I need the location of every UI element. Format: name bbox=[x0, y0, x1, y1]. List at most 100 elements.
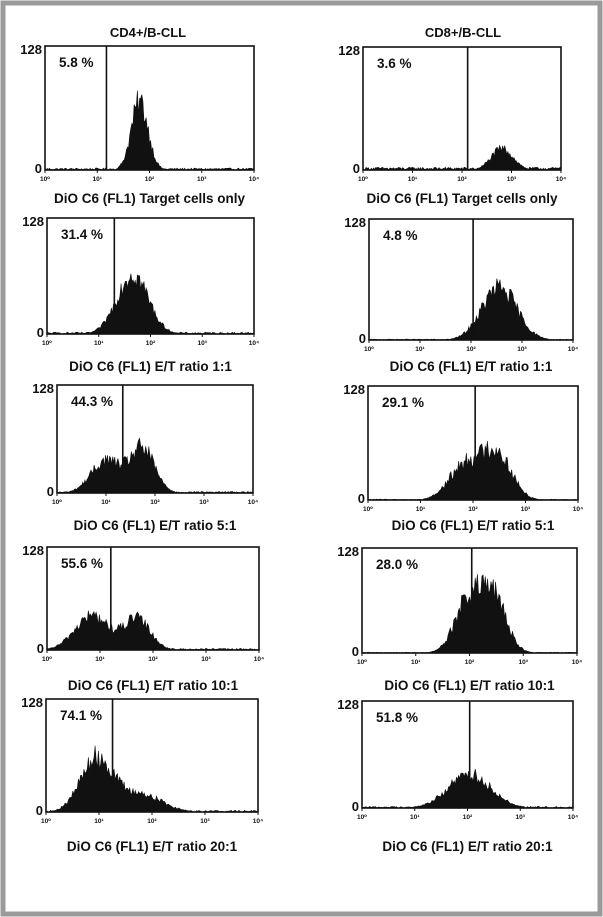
histogram-panels: 5.8 % 0 128 10⁰ 10¹ 10² 10³ 10⁴ DiO C6 (FL1) Tar… bbox=[20, 42, 583, 854]
x-tick-label: 10³ bbox=[521, 506, 531, 513]
histogram-area bbox=[44, 90, 255, 171]
gate-percentage-label: 5.8 % bbox=[59, 55, 94, 70]
y-tick-label: 128 bbox=[337, 697, 359, 712]
x-tick-label: 10¹ bbox=[94, 818, 103, 825]
y-tick-label: 0 bbox=[358, 491, 365, 506]
x-tick-label: 10² bbox=[147, 818, 157, 825]
x-tick-label: 10⁰ bbox=[358, 176, 368, 183]
x-tick-label: 10⁰ bbox=[40, 176, 50, 183]
histogram-area bbox=[46, 610, 260, 651]
column-title-cd4: CD4+/B-CLL bbox=[110, 25, 186, 40]
gate-percentage-label: 3.6 % bbox=[377, 56, 412, 71]
x-tick-label: 10² bbox=[150, 499, 160, 506]
x-axis-label: DiO C6 (FL1) E/T ratio 5:1 bbox=[74, 518, 237, 533]
y-tick-label: 0 bbox=[352, 799, 359, 814]
x-tick-label: 10² bbox=[466, 346, 476, 353]
gate-percentage-label: 74.1 % bbox=[60, 708, 102, 723]
histogram-area bbox=[45, 745, 259, 813]
x-tick-label: 10³ bbox=[199, 499, 209, 506]
x-tick-label: 10¹ bbox=[408, 176, 417, 183]
histogram-panel: 51.8 % 0 128 10⁰ 10¹ 10² 10³ 10⁴ DiO C6 (FL1) E/… bbox=[337, 697, 578, 854]
x-tick-label: 10⁰ bbox=[357, 814, 367, 821]
histogram-area bbox=[46, 273, 255, 335]
histogram-area bbox=[368, 278, 574, 341]
gate-percentage-label: 4.8 % bbox=[383, 228, 418, 243]
x-axis-label: DiO C6 (FL1) Target cells only bbox=[366, 191, 558, 206]
x-tick-label: 10² bbox=[465, 659, 475, 666]
x-tick-label: 10⁴ bbox=[572, 659, 582, 666]
y-tick-label: 0 bbox=[353, 161, 360, 176]
y-tick-label: 0 bbox=[47, 484, 54, 499]
y-tick-label: 128 bbox=[21, 695, 43, 710]
gate-percentage-label: 31.4 % bbox=[61, 227, 103, 242]
x-axis-label: DiO C6 (FL1) E/T ratio 20:1 bbox=[382, 839, 553, 854]
x-tick-label: 10³ bbox=[516, 814, 526, 821]
y-tick-label: 128 bbox=[337, 544, 359, 559]
histogram-area bbox=[361, 574, 578, 654]
x-tick-label: 10² bbox=[146, 340, 156, 347]
y-tick-label: 0 bbox=[37, 325, 44, 340]
x-tick-label: 10³ bbox=[200, 818, 210, 825]
x-axis-label: DiO C6 (FL1) E/T ratio 10:1 bbox=[68, 678, 239, 693]
gate-percentage-label: 29.1 % bbox=[382, 395, 424, 410]
histogram-area bbox=[367, 440, 578, 501]
x-tick-label: 10¹ bbox=[410, 814, 419, 821]
x-axis-label: DiO C6 (FL1) E/T ratio 1:1 bbox=[69, 359, 232, 374]
x-tick-label: 10³ bbox=[519, 659, 529, 666]
gate-percentage-label: 51.8 % bbox=[376, 710, 418, 725]
y-tick-label: 128 bbox=[32, 381, 54, 396]
x-tick-label: 10¹ bbox=[415, 346, 424, 353]
gate-percentage-label: 55.6 % bbox=[61, 556, 103, 571]
column-title-cd8: CD8+/B-CLL bbox=[425, 25, 501, 40]
histogram-area bbox=[362, 144, 562, 171]
x-tick-label: 10¹ bbox=[411, 659, 420, 666]
x-tick-label: 10¹ bbox=[416, 506, 425, 513]
histogram-area bbox=[361, 768, 574, 809]
y-tick-label: 128 bbox=[343, 382, 365, 397]
x-tick-label: 10⁰ bbox=[364, 346, 374, 353]
y-tick-label: 128 bbox=[22, 214, 44, 229]
x-tick-label: 10⁴ bbox=[253, 818, 263, 825]
x-tick-label: 10² bbox=[148, 656, 158, 663]
x-axis-label: DiO C6 (FL1) E/T ratio 10:1 bbox=[384, 678, 555, 693]
gate-percentage-label: 28.0 % bbox=[376, 557, 418, 572]
histogram-panel: 3.6 % 0 128 10⁰ 10¹ 10² 10³ 10⁴ DiO C6 (FL1) Tar… bbox=[338, 43, 566, 206]
x-tick-label: 10³ bbox=[201, 656, 211, 663]
x-axis-label: DiO C6 (FL1) Target cells only bbox=[54, 191, 246, 206]
x-tick-label: 10⁴ bbox=[568, 346, 578, 353]
x-tick-label: 10² bbox=[457, 176, 467, 183]
x-axis-label: DiO C6 (FL1) E/T ratio 5:1 bbox=[392, 518, 555, 533]
histogram-panel: 44.3 % 0 128 10⁰ 10¹ 10² 10³ 10⁴ DiO C6 (FL1) E/… bbox=[32, 381, 258, 533]
gate-percentage-label: 44.3 % bbox=[71, 394, 113, 409]
x-tick-label: 10⁴ bbox=[254, 656, 264, 663]
y-tick-label: 0 bbox=[359, 331, 366, 346]
x-axis-label: DiO C6 (FL1) E/T ratio 20:1 bbox=[67, 839, 238, 854]
histogram-panel: 74.1 % 0 128 10⁰ 10¹ 10² 10³ 10⁴ DiO C6 (FL1) E/… bbox=[21, 695, 263, 854]
histogram-panel: 4.8 % 0 128 10⁰ 10¹ 10² 10³ 10⁴ DiO C6 (FL1) E/T… bbox=[344, 215, 578, 374]
histogram-panel: 28.0 % 0 128 10⁰ 10¹ 10² 10³ 10⁴ DiO C6 (FL1) E/… bbox=[337, 544, 582, 693]
histogram-panel: 55.6 % 0 128 10⁰ 10¹ 10² 10³ 10⁴ DiO C6 (FL1) E/… bbox=[22, 543, 264, 693]
x-tick-label: 10³ bbox=[507, 176, 517, 183]
x-tick-label: 10⁴ bbox=[249, 176, 259, 183]
x-tick-label: 10² bbox=[468, 506, 478, 513]
x-tick-label: 10³ bbox=[517, 346, 527, 353]
y-tick-label: 128 bbox=[338, 43, 360, 58]
x-tick-label: 10³ bbox=[197, 176, 207, 183]
x-tick-label: 10² bbox=[145, 176, 155, 183]
histogram-area bbox=[56, 437, 254, 494]
y-tick-label: 0 bbox=[36, 803, 43, 818]
x-tick-label: 10⁰ bbox=[42, 340, 52, 347]
x-tick-label: 10⁰ bbox=[363, 506, 373, 513]
x-tick-label: 10⁰ bbox=[41, 818, 51, 825]
y-tick-label: 0 bbox=[352, 644, 359, 659]
x-tick-label: 10⁴ bbox=[248, 499, 258, 506]
x-tick-label: 10⁴ bbox=[249, 340, 259, 347]
x-tick-label: 10² bbox=[463, 814, 473, 821]
histogram-panel: 31.4 % 0 128 10⁰ 10¹ 10² 10³ 10⁴ DiO C6 (FL1) E/… bbox=[22, 214, 259, 374]
x-tick-label: 10¹ bbox=[93, 176, 102, 183]
histogram-panel: 5.8 % 0 128 10⁰ 10¹ 10² 10³ 10⁴ DiO C6 (FL1) Tar… bbox=[20, 42, 259, 206]
x-tick-label: 10⁴ bbox=[573, 506, 583, 513]
x-tick-label: 10³ bbox=[198, 340, 208, 347]
